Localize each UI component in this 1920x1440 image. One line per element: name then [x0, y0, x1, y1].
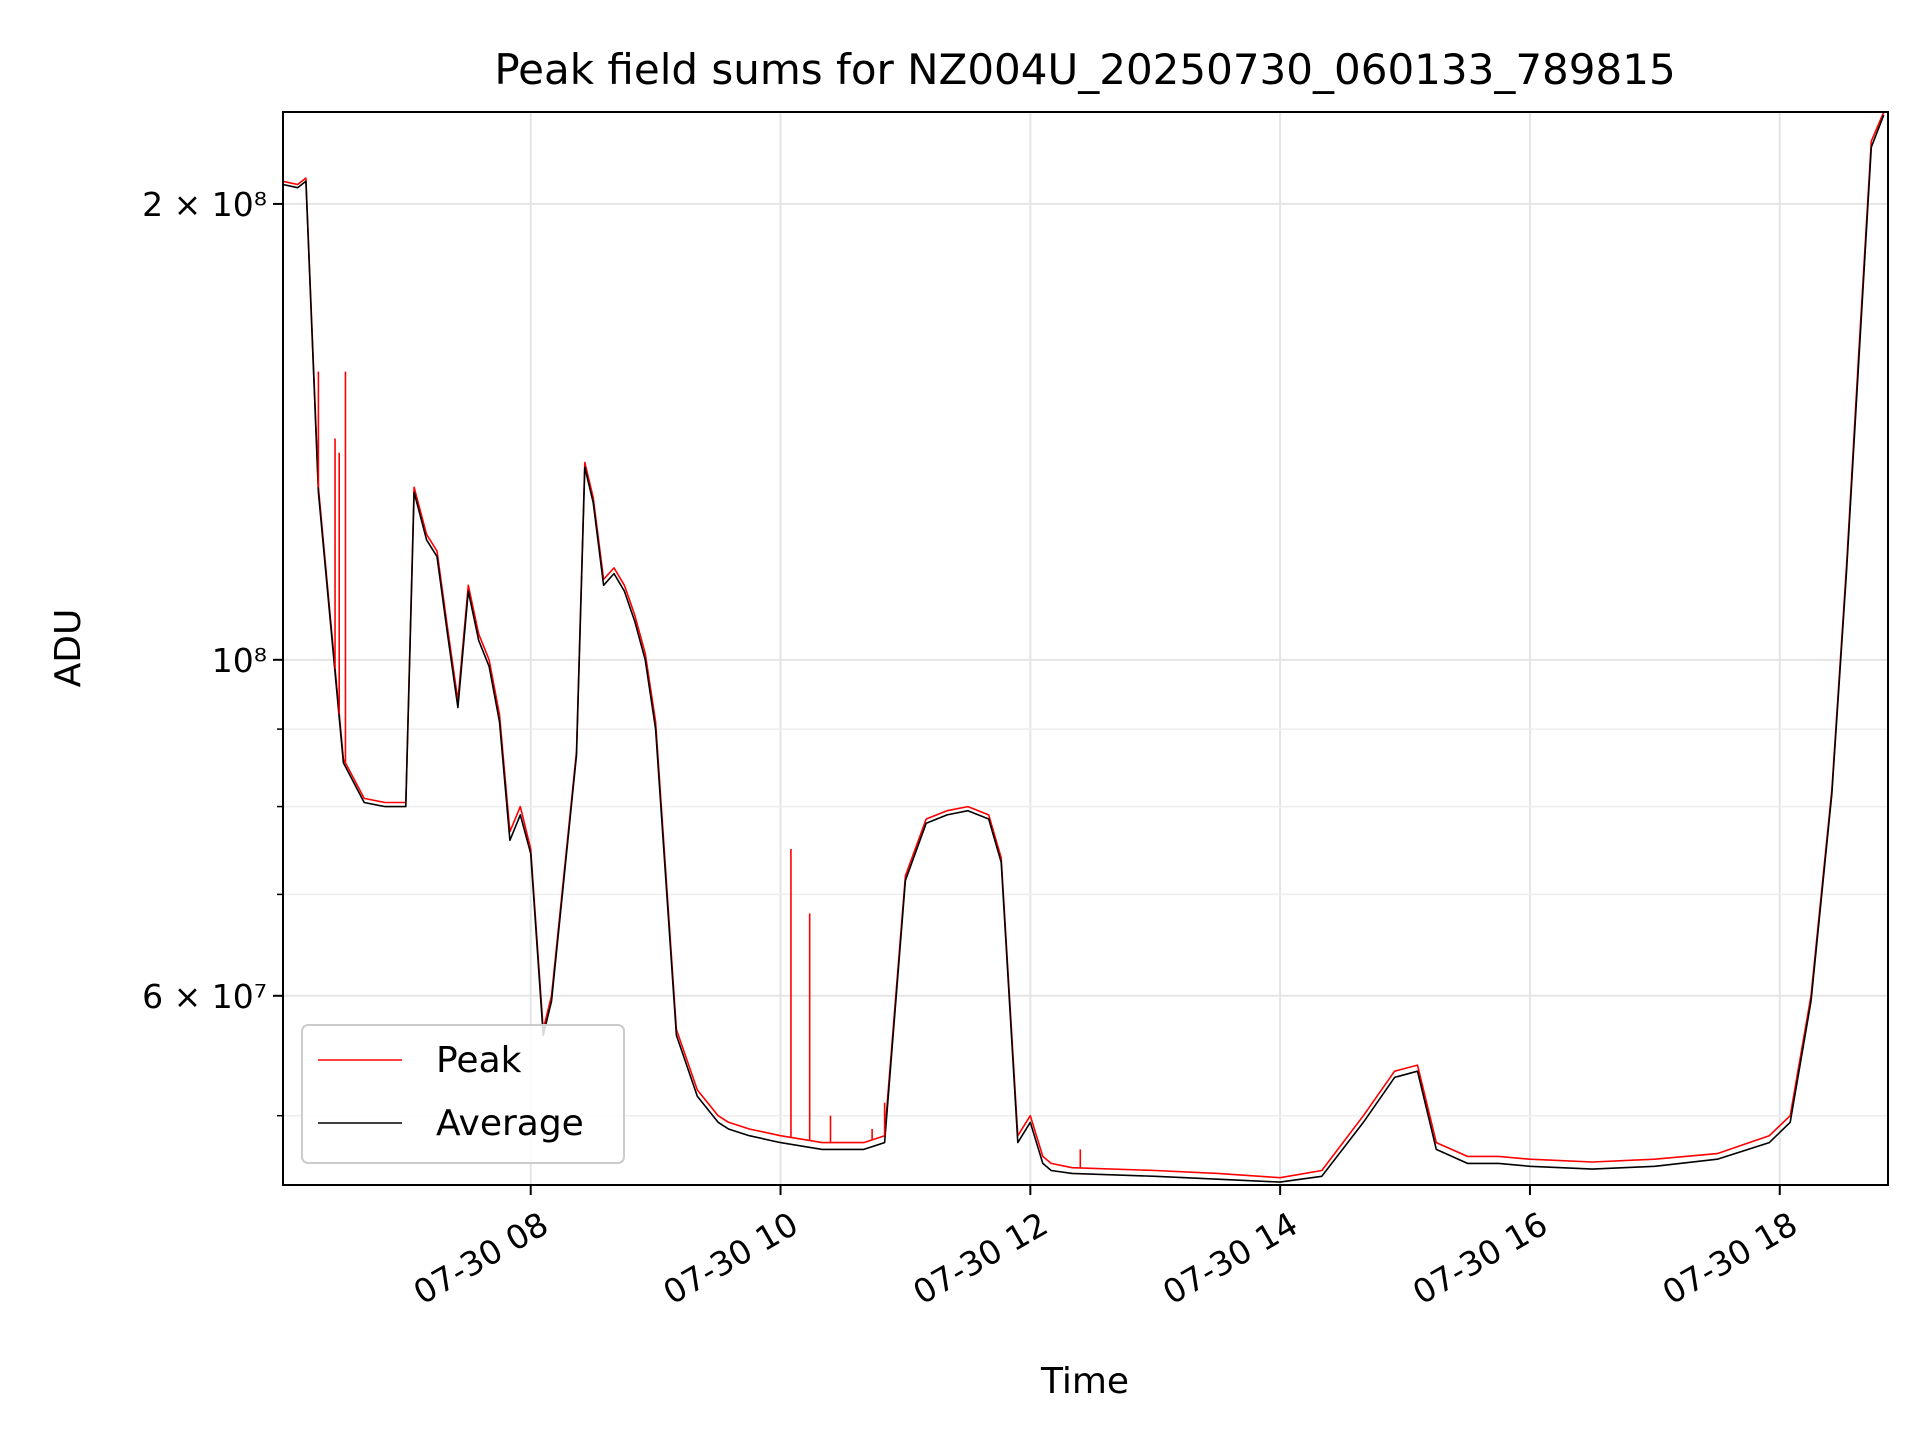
- y-axis-label: ADU: [48, 609, 89, 688]
- legend: Peak Average: [301, 1024, 625, 1164]
- plot-area: [282, 111, 1885, 1183]
- series-layer: [282, 111, 1885, 1183]
- plot-frame: [282, 111, 1889, 1186]
- y-tick-label: 2 × 10⁸: [142, 185, 267, 224]
- legend-average-label: Average: [436, 1103, 584, 1144]
- chart-title: Peak field sums for NZ004U_20250730_0601…: [494, 45, 1675, 94]
- series-average-line: [282, 114, 1885, 1183]
- y-tick-label: 10⁸: [212, 641, 267, 680]
- legend-peak-label: Peak: [436, 1040, 522, 1081]
- grid-lines: [283, 112, 1888, 1185]
- y-tick-label: 6 × 10⁷: [142, 977, 267, 1016]
- y-axis-ticks: 2 × 10⁸ 10⁸ 6 × 10⁷: [142, 185, 283, 1117]
- x-axis-label: Time: [1040, 1361, 1129, 1402]
